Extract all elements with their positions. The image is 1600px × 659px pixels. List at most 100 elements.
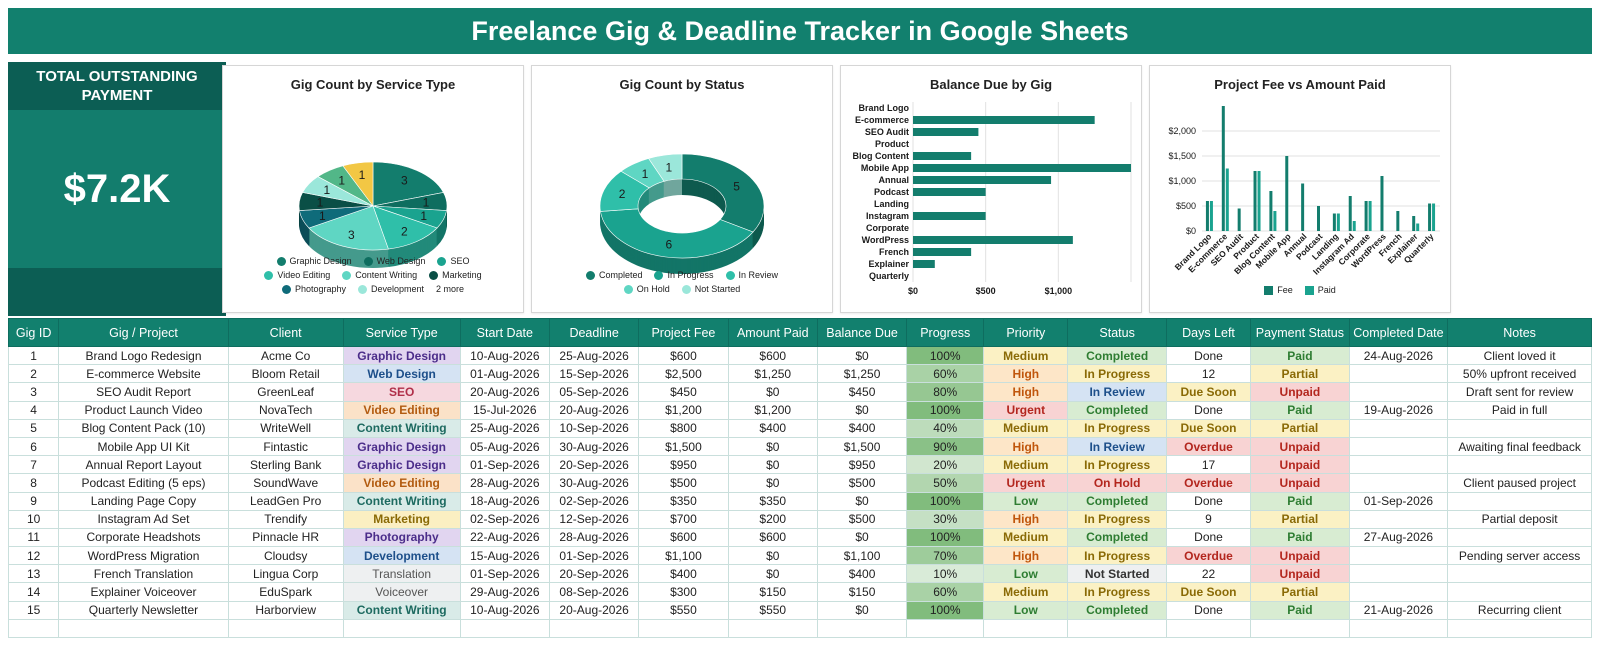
- cell-balance-due[interactable]: $1,250: [816, 364, 908, 384]
- cell-priority[interactable]: Medium: [983, 527, 1069, 548]
- cell-priority[interactable]: [983, 618, 1069, 639]
- cell-completed-date[interactable]: 19-Aug-2026: [1348, 400, 1449, 420]
- cell-completed-date[interactable]: [1348, 382, 1449, 402]
- cell-notes[interactable]: [1447, 527, 1592, 548]
- cell-project-fee[interactable]: $600: [638, 345, 729, 366]
- cell-project-fee[interactable]: $2,500: [638, 364, 729, 384]
- cell-notes[interactable]: [1447, 418, 1592, 438]
- cell-notes[interactable]: [1447, 455, 1592, 475]
- cell-progress[interactable]: 20%: [906, 455, 985, 475]
- cell-days-left[interactable]: 12: [1165, 364, 1252, 384]
- cell-balance-due[interactable]: $1,100: [816, 546, 908, 566]
- table-row[interactable]: 3 SEO Audit Report GreenLeaf SEO 20-Aug-2026…: [7, 382, 1592, 402]
- cell-status[interactable]: In Progress: [1067, 546, 1167, 566]
- cell-client[interactable]: NovaTech: [227, 400, 344, 420]
- cell-start-date[interactable]: 29-Aug-2026: [459, 582, 550, 602]
- table-row[interactable]: 7 Annual Report Layout Sterling Bank Graphi…: [7, 455, 1592, 475]
- cell-status[interactable]: In Review: [1067, 436, 1167, 457]
- cell-project-fee[interactable]: $350: [638, 491, 729, 511]
- cell-payment-status[interactable]: Partial: [1250, 509, 1350, 529]
- cell-progress[interactable]: 60%: [906, 582, 985, 602]
- cell-notes[interactable]: Partial deposit: [1447, 509, 1592, 529]
- column-header-notes[interactable]: Notes: [1447, 318, 1592, 347]
- cell-priority[interactable]: Medium: [983, 345, 1069, 366]
- chart-fee-card[interactable]: Project Fee vs Amount Paid $2,000 $1,500 $…: [1149, 65, 1451, 313]
- cell-completed-date[interactable]: [1348, 618, 1449, 639]
- cell-days-left[interactable]: Overdue: [1165, 473, 1252, 493]
- cell-start-date[interactable]: 20-Aug-2026: [459, 382, 550, 402]
- cell-client[interactable]: LeadGen Pro: [227, 491, 344, 511]
- column-header-days-left[interactable]: Days Left: [1165, 318, 1252, 347]
- cell-payment-status[interactable]: Paid: [1250, 527, 1350, 548]
- table-row[interactable]: 13 French Translation Lingua Corp Translati…: [7, 564, 1592, 584]
- cell-status[interactable]: In Progress: [1067, 418, 1167, 438]
- cell-balance-due[interactable]: $150: [816, 582, 908, 602]
- cell-project-fee[interactable]: $1,200: [638, 400, 729, 420]
- cell-gig-project[interactable]: Brand Logo Redesign: [58, 345, 229, 366]
- cell-days-left[interactable]: 22: [1165, 564, 1252, 584]
- column-header-completed-date[interactable]: Completed Date: [1348, 318, 1449, 347]
- cell-amount-paid[interactable]: $350: [727, 491, 818, 511]
- cell-notes[interactable]: Paid in full: [1447, 400, 1592, 420]
- cell-days-left[interactable]: Done: [1165, 491, 1252, 511]
- cell-gig-project[interactable]: Explainer Voiceover: [58, 582, 229, 602]
- cell-project-fee[interactable]: $1,500: [638, 436, 729, 457]
- cell-amount-paid[interactable]: $0: [727, 455, 818, 475]
- cell-client[interactable]: Pinnacle HR: [227, 527, 344, 548]
- cell-balance-due[interactable]: $950: [816, 455, 908, 475]
- cell-completed-date[interactable]: [1348, 455, 1449, 475]
- cell-start-date[interactable]: 05-Aug-2026: [459, 436, 550, 457]
- cell-days-left[interactable]: 17: [1165, 455, 1252, 475]
- table-row[interactable]: 9 Landing Page Copy LeadGen Pro Content Wri…: [7, 491, 1592, 511]
- column-header-balance-due[interactable]: Balance Due: [816, 318, 908, 347]
- cell-priority[interactable]: High: [983, 364, 1069, 384]
- cell-status[interactable]: In Progress: [1067, 582, 1167, 602]
- cell-payment-status[interactable]: Partial: [1250, 418, 1350, 438]
- cell-service-type[interactable]: Graphic Design: [342, 455, 461, 475]
- cell-completed-date[interactable]: 21-Aug-2026: [1348, 600, 1449, 620]
- cell-status[interactable]: Completed: [1067, 345, 1167, 366]
- cell-days-left[interactable]: [1165, 618, 1252, 639]
- cell-completed-date[interactable]: 24-Aug-2026: [1348, 345, 1449, 366]
- cell-gig-id[interactable]: 6: [7, 436, 60, 457]
- cell-priority[interactable]: Medium: [983, 455, 1069, 475]
- cell-start-date[interactable]: 01-Sep-2026: [459, 564, 550, 584]
- cell-amount-paid[interactable]: $600: [727, 527, 818, 548]
- cell-gig-id[interactable]: 8: [7, 473, 60, 493]
- cell-priority[interactable]: Urgent: [983, 473, 1069, 493]
- chart-status-card[interactable]: Gig Count by Status 5 6 2 1 1 Completed In Pr…: [531, 65, 833, 313]
- cell-amount-paid[interactable]: [727, 618, 818, 639]
- cell-status[interactable]: Completed: [1067, 400, 1167, 420]
- column-header-gig-project[interactable]: Gig / Project: [58, 318, 229, 347]
- cell-notes[interactable]: [1447, 618, 1592, 639]
- cell-completed-date[interactable]: 01-Sep-2026: [1348, 491, 1449, 511]
- cell-project-fee[interactable]: $500: [638, 473, 729, 493]
- cell-project-fee[interactable]: $550: [638, 600, 729, 620]
- cell-gig-project[interactable]: WordPress Migration: [58, 546, 229, 566]
- cell-priority[interactable]: Low: [983, 600, 1069, 620]
- cell-project-fee[interactable]: $600: [638, 527, 729, 548]
- column-header-deadline[interactable]: Deadline: [548, 318, 640, 347]
- cell-balance-due[interactable]: $0: [816, 600, 908, 620]
- cell-client[interactable]: GreenLeaf: [227, 382, 344, 402]
- cell-service-type[interactable]: Content Writing: [342, 600, 461, 620]
- cell-deadline[interactable]: 01-Sep-2026: [548, 546, 640, 566]
- cell-status[interactable]: Completed: [1067, 600, 1167, 620]
- cell-gig-project[interactable]: French Translation: [58, 564, 229, 584]
- cell-service-type[interactable]: Content Writing: [342, 418, 461, 438]
- cell-gig-id[interactable]: 13: [7, 564, 60, 584]
- cell-gig-project[interactable]: Podcast Editing (5 eps): [58, 473, 229, 493]
- cell-progress[interactable]: [906, 618, 985, 639]
- cell-gig-project[interactable]: Instagram Ad Set: [58, 509, 229, 529]
- cell-start-date[interactable]: 10-Aug-2026: [459, 600, 550, 620]
- cell-gig-id[interactable]: 4: [7, 400, 60, 420]
- cell-payment-status[interactable]: Unpaid: [1250, 436, 1350, 457]
- cell-progress[interactable]: 50%: [906, 473, 985, 493]
- cell-gig-id[interactable]: 1: [7, 345, 60, 366]
- cell-notes[interactable]: Recurring client: [1447, 600, 1592, 620]
- cell-start-date[interactable]: 15-Aug-2026: [459, 546, 550, 566]
- cell-balance-due[interactable]: $0: [816, 400, 908, 420]
- cell-start-date[interactable]: 01-Sep-2026: [459, 455, 550, 475]
- cell-project-fee[interactable]: $950: [638, 455, 729, 475]
